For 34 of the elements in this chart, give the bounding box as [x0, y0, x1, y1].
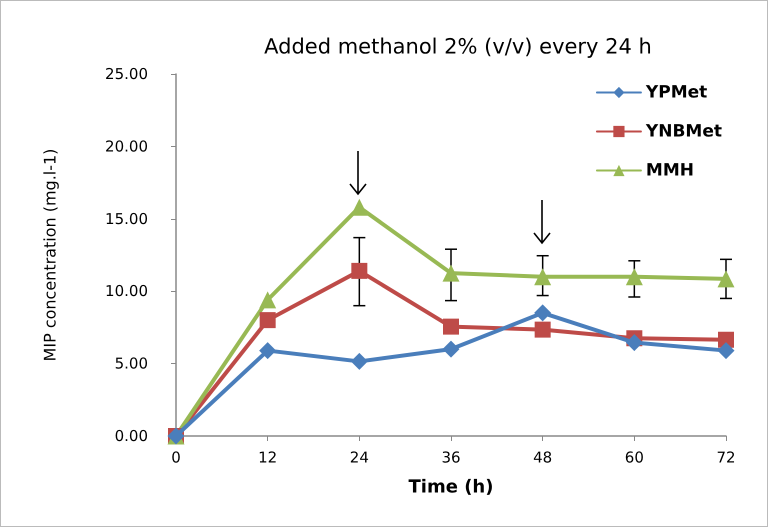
point	[259, 342, 276, 360]
x-tick-label: 72	[716, 448, 736, 466]
point	[534, 268, 552, 286]
y-tick-label: 20.00	[105, 137, 148, 156]
point	[442, 264, 460, 282]
legend-label: YNBMet	[644, 122, 722, 142]
legend-label: MMH	[646, 160, 694, 180]
point	[626, 268, 643, 286]
x-axis-title: Time (h)	[408, 476, 494, 498]
point	[350, 352, 368, 370]
y-tick-label: 15.00	[105, 210, 148, 228]
y-tick-label: 25.00	[105, 65, 148, 83]
point	[260, 312, 276, 328]
point	[534, 322, 551, 338]
point	[442, 340, 460, 358]
point	[626, 334, 643, 352]
point	[718, 342, 734, 360]
x-tick-label: 12	[258, 448, 278, 466]
y-tick-label: 0.00	[114, 427, 148, 445]
x-tick-label: 24	[350, 448, 369, 466]
point	[534, 304, 552, 322]
x-tick-label: 60	[624, 448, 644, 466]
x-tick-label: 0	[171, 448, 181, 466]
point	[259, 291, 276, 308]
legend-label: YPMet	[644, 82, 708, 102]
point	[443, 318, 459, 335]
point	[351, 262, 368, 279]
point	[718, 270, 734, 288]
y-tick-label: 5.00	[114, 354, 148, 373]
x-tick-label: 36	[441, 448, 461, 466]
chart-title: Added methanol 2% (v/v) every 24 h	[264, 34, 652, 58]
y-axis-title: MIP concentration (mg.l-1)	[40, 148, 60, 362]
y-tick-label: 10.00	[105, 282, 148, 300]
x-tick-label: 48	[533, 448, 552, 466]
